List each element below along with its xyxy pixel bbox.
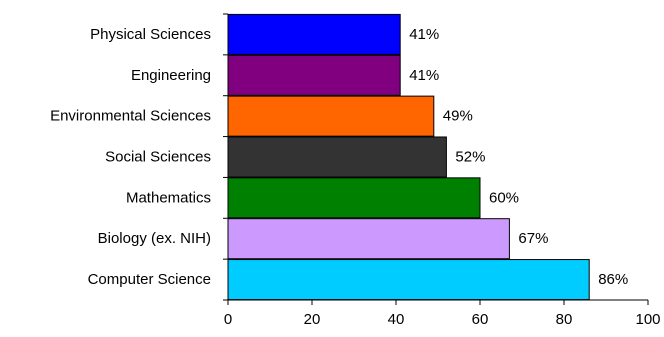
category-label-computer-science: Computer Science [88,271,211,288]
bar-physical-sciences [227,13,401,55]
value-label-environmental-sciences: 49% [443,108,473,125]
axes: 0 20 40 60 80 100 [223,13,661,328]
x-tick-label: 0 [224,311,232,328]
category-label-social-sciences: Social Sciences [105,149,211,166]
category-label-physical-sciences: Physical Sciences [90,26,211,43]
bar-biology-ex-nih [227,218,510,260]
value-label-engineering: 41% [409,67,439,84]
bars-layer [227,13,590,301]
category-label-engineering: Engineering [131,67,211,84]
category-labels: Physical Sciences Engineering Environmenta… [50,26,211,288]
value-label-social-sciences: 52% [455,149,485,166]
bar-social-sciences [227,136,447,178]
bar-environmental-sciences [227,95,435,137]
x-tick-label: 20 [304,311,321,328]
category-label-mathematics: Mathematics [126,189,211,206]
category-label-biology-ex-nih: Biology (ex. NIH) [98,230,211,247]
bar-engineering [227,54,401,96]
x-tick-label: 60 [472,311,489,328]
bar-mathematics [227,177,481,219]
bar-computer-science [227,259,590,301]
category-label-environmental-sciences: Environmental Sciences [50,108,211,125]
value-label-biology-ex-nih: 67% [518,230,548,247]
value-labels: 41% 41% 49% 52% 60% 67% 86% [409,26,628,288]
x-tick-label: 100 [635,311,660,328]
value-label-physical-sciences: 41% [409,26,439,43]
value-label-computer-science: 86% [598,271,628,288]
x-tick-label: 40 [388,311,405,328]
value-label-mathematics: 60% [489,189,519,206]
x-tick-label: 80 [556,311,573,328]
